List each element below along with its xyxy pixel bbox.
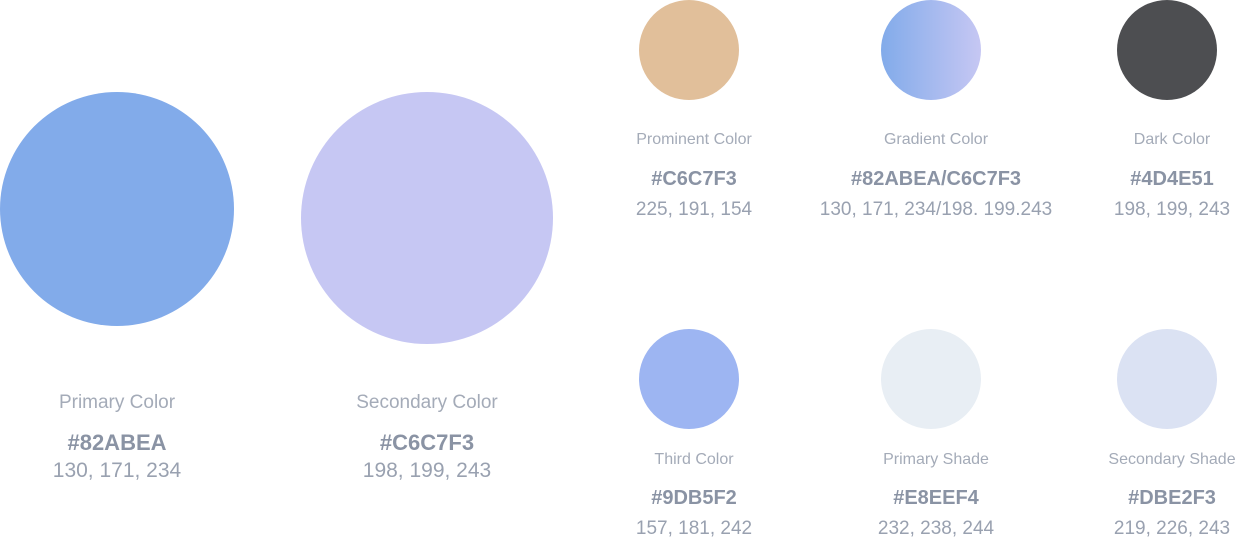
secondary-color-swatch bbox=[301, 92, 553, 344]
third-color-hex: #9DB5F2 bbox=[651, 487, 737, 509]
dark-color-hex: #4D4E51 bbox=[1130, 168, 1214, 190]
secondary-shade-rgb: 219, 226, 243 bbox=[1113, 518, 1231, 539]
dark-color-swatch bbox=[1117, 0, 1217, 100]
primary-shade-hex: #E8EEF4 bbox=[893, 487, 979, 509]
prominent-color-rgb: 225, 191, 154 bbox=[635, 199, 753, 220]
dark-color-name: Dark Color bbox=[1133, 131, 1211, 148]
third-color-rgb: 157, 181, 242 bbox=[635, 518, 753, 539]
prominent-color-name: Prominent Color bbox=[636, 131, 752, 148]
dark-color-rgb: 198, 199, 243 bbox=[1113, 199, 1231, 220]
secondary-shade-hex: #DBE2F3 bbox=[1128, 487, 1216, 509]
gradient-color-rgb: 130, 171, 234/198. 199.243 bbox=[819, 199, 1053, 220]
secondary-color-rgb: 198, 199, 243 bbox=[362, 459, 492, 482]
gradient-color-hex: #82ABEA/C6C7F3 bbox=[850, 168, 1022, 190]
primary-color-hex: #82ABEA bbox=[67, 430, 167, 455]
prominent-color-hex: #C6C7F3 bbox=[651, 168, 737, 190]
primary-shade-name: Primary Shade bbox=[883, 451, 989, 468]
primary-color-name: Primary Color bbox=[58, 392, 176, 413]
secondary-color-hex: #C6C7F3 bbox=[379, 430, 475, 455]
gradient-color-swatch bbox=[881, 0, 981, 100]
secondary-color-name: Secondary Color bbox=[356, 392, 498, 413]
prominent-color-swatch bbox=[639, 0, 739, 100]
primary-color-rgb: 130, 171, 234 bbox=[52, 459, 182, 482]
secondary-shade-name: Secondary Shade bbox=[1108, 451, 1236, 468]
primary-shade-rgb: 232, 238, 244 bbox=[877, 518, 995, 539]
primary-color-swatch bbox=[0, 92, 234, 326]
primary-shade-swatch bbox=[881, 329, 981, 429]
gradient-color-name: Gradient Color bbox=[883, 131, 989, 148]
secondary-shade-swatch bbox=[1117, 329, 1217, 429]
third-color-swatch bbox=[639, 329, 739, 429]
third-color-name: Third Color bbox=[654, 451, 734, 468]
